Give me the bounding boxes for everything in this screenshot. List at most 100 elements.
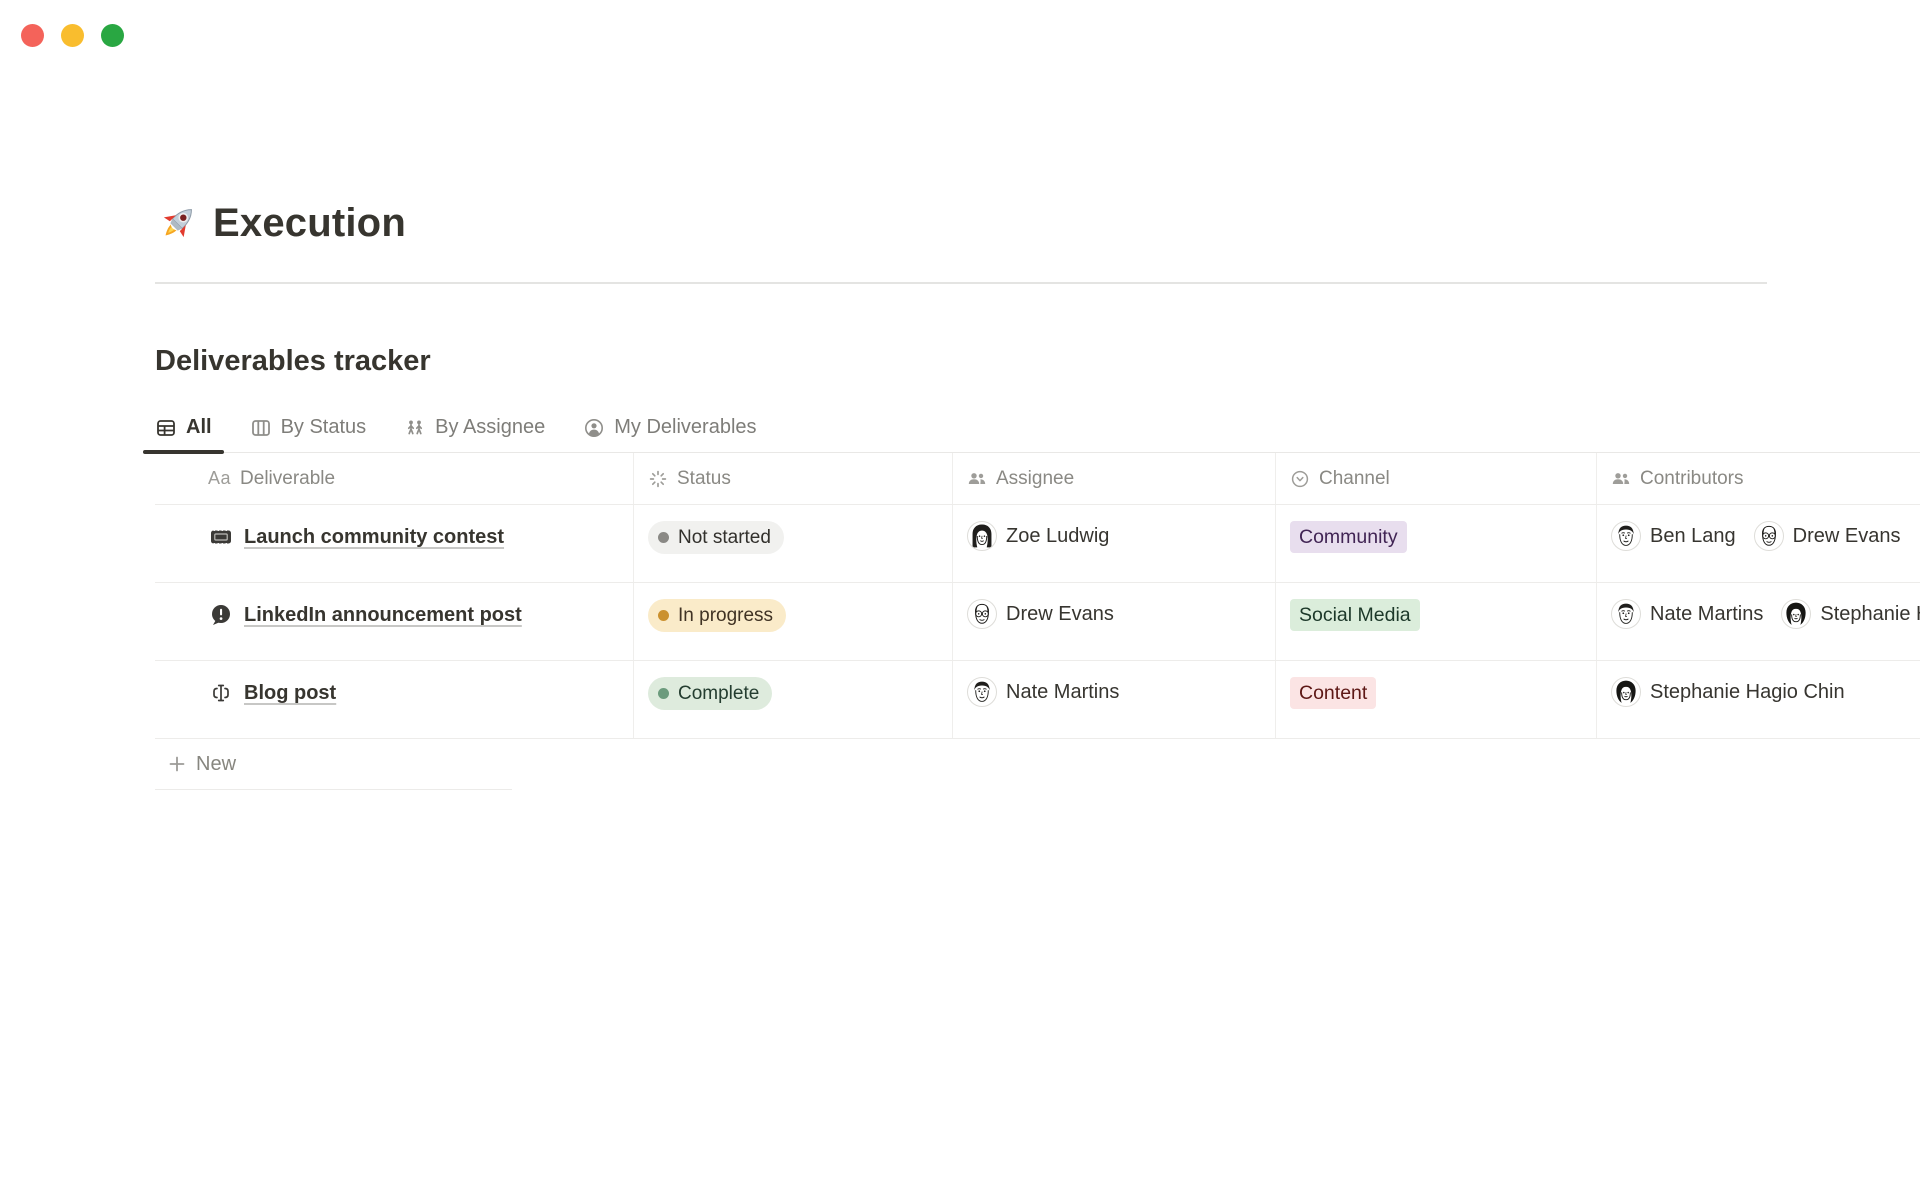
- divider: [155, 282, 1767, 284]
- announcement-icon: [212, 605, 230, 625]
- new-row-button[interactable]: New: [155, 739, 1920, 789]
- status-label: In progress: [678, 605, 774, 626]
- column-header-deliverable[interactable]: Aa Deliverable: [155, 453, 634, 504]
- close-button[interactable]: [21, 24, 44, 47]
- column-label: Assignee: [996, 467, 1075, 489]
- deliverable-cell[interactable]: Launch community contest: [155, 505, 634, 582]
- person-chip: Drew Evans: [1753, 521, 1901, 551]
- person-circle-icon: [585, 418, 604, 437]
- tab-by-assignee[interactable]: By Assignee: [392, 404, 557, 452]
- person-chip: Stephanie Hagio Chin: [1611, 677, 1845, 707]
- contributor-name: Nate Martins: [1650, 602, 1764, 625]
- deliverable-title[interactable]: LinkedIn announcement post: [244, 604, 522, 626]
- column-label: Contributors: [1640, 467, 1744, 489]
- tab-by-status[interactable]: By Status: [238, 404, 379, 452]
- database-title[interactable]: Deliverables tracker: [155, 345, 431, 377]
- deliverables-table: Aa Deliverable Status Assignee: [155, 453, 1920, 790]
- person-chip: Nate Martins: [967, 677, 1119, 707]
- tab-label: All: [186, 416, 212, 438]
- column-label: Channel: [1319, 467, 1390, 489]
- column-label: Status: [677, 467, 731, 489]
- status-label: Not started: [678, 527, 771, 548]
- assignee-name: Drew Evans: [1006, 602, 1114, 625]
- channel-cell[interactable]: Content: [1276, 661, 1597, 738]
- ticket-icon: [211, 529, 231, 545]
- tab-label: My Deliverables: [614, 416, 757, 438]
- title-aa-icon: Aa: [208, 468, 232, 488]
- column-header-status[interactable]: Status: [634, 453, 953, 504]
- people-icon: [1612, 472, 1630, 484]
- tab-my-deliverables[interactable]: My Deliverables: [571, 404, 768, 452]
- column-header-contributors[interactable]: Contributors: [1597, 453, 1920, 504]
- avatar: [967, 599, 997, 629]
- tab-label: By Status: [280, 416, 367, 438]
- contributor-name: Drew Evans: [1792, 524, 1901, 547]
- avatar: [967, 677, 997, 707]
- contributor-name: Stephanie Hagio Chin: [1650, 680, 1845, 703]
- table-header-row: Aa Deliverable Status Assignee: [155, 453, 1920, 505]
- deliverable-cell[interactable]: Blog post: [155, 661, 634, 738]
- deliverable-title[interactable]: Blog post: [244, 682, 337, 704]
- person-chip: Stephanie Hagio Chin: [1781, 599, 1920, 629]
- channel-cell[interactable]: Community: [1276, 505, 1597, 582]
- contributor-name: Ben Lang: [1650, 524, 1736, 547]
- minimize-button[interactable]: [61, 24, 84, 47]
- status-dot-icon: [658, 532, 669, 543]
- plus-icon: [169, 756, 185, 772]
- people-pair-icon: [408, 420, 423, 434]
- deliverable-title[interactable]: Launch community contest: [244, 526, 505, 548]
- column-header-assignee[interactable]: Assignee: [953, 453, 1276, 504]
- status-cell[interactable]: Not started: [634, 505, 953, 582]
- assignee-cell[interactable]: Zoe Ludwig: [953, 505, 1276, 582]
- contributors-cell[interactable]: Nate Martins Stephanie Hagio Chin: [1597, 583, 1920, 660]
- view-tabs: All By Status By Assignee My Deliverab: [143, 404, 1920, 454]
- tab-label: By Assignee: [435, 416, 546, 438]
- status-badge: Not started: [648, 521, 784, 554]
- avatar: [1781, 599, 1812, 629]
- assignee-name: Zoe Ludwig: [1006, 524, 1110, 547]
- contributors-cell[interactable]: Stephanie Hagio Chin: [1597, 661, 1920, 738]
- channel-tag: Community: [1290, 521, 1407, 553]
- page-content: Execution Deliverables tracker All By St…: [143, 198, 1920, 790]
- column-label: Deliverable: [240, 467, 336, 489]
- assignee-cell[interactable]: Nate Martins: [953, 661, 1276, 738]
- assignee-cell[interactable]: Drew Evans: [953, 583, 1276, 660]
- channel-cell[interactable]: Social Media: [1276, 583, 1597, 660]
- people-icon: [968, 472, 986, 484]
- table-row: LinkedIn announcement post In progress D…: [155, 583, 1920, 661]
- person-chip: Zoe Ludwig: [967, 521, 1109, 551]
- contributors-cell[interactable]: Ben Lang Drew Evans: [1597, 505, 1920, 582]
- column-header-channel[interactable]: Channel: [1276, 453, 1597, 504]
- person-chip: Ben Lang: [1611, 521, 1736, 551]
- select-chevron-icon: [1291, 470, 1309, 487]
- page-title-text: Execution: [213, 201, 406, 245]
- avatar: [1611, 677, 1641, 707]
- text-cursor-icon: [213, 684, 229, 702]
- avatar: [967, 521, 997, 551]
- status-cell[interactable]: In progress: [634, 583, 953, 660]
- deliverable-cell[interactable]: LinkedIn announcement post: [155, 583, 634, 660]
- person-chip: Nate Martins: [1611, 599, 1763, 629]
- table-row: Launch community contest Not started Zoe…: [155, 505, 1920, 583]
- channel-tag: Social Media: [1290, 599, 1420, 631]
- avatar: [1611, 599, 1641, 629]
- divider: [155, 789, 512, 790]
- avatar: [1611, 521, 1641, 551]
- board-icon: [251, 419, 270, 436]
- rocket-emoji-icon: [163, 209, 192, 238]
- channel-tag: Content: [1290, 677, 1377, 709]
- zoom-button[interactable]: [101, 24, 124, 47]
- status-spinner-icon: [649, 470, 667, 487]
- table-icon: [157, 419, 175, 436]
- tab-all[interactable]: All: [143, 404, 224, 454]
- status-dot-icon: [658, 610, 669, 621]
- avatar: [1753, 521, 1784, 551]
- status-badge: In progress: [648, 599, 787, 632]
- status-cell[interactable]: Complete: [634, 661, 953, 738]
- person-chip: Drew Evans: [967, 599, 1114, 629]
- page-title[interactable]: Execution: [155, 198, 1920, 248]
- table-row: Blog post Complete Nate Martins Content: [155, 661, 1920, 739]
- status-dot-icon: [658, 688, 669, 699]
- contributor-name: Stephanie Hagio Chin: [1820, 602, 1920, 625]
- window-controls: [21, 24, 124, 47]
